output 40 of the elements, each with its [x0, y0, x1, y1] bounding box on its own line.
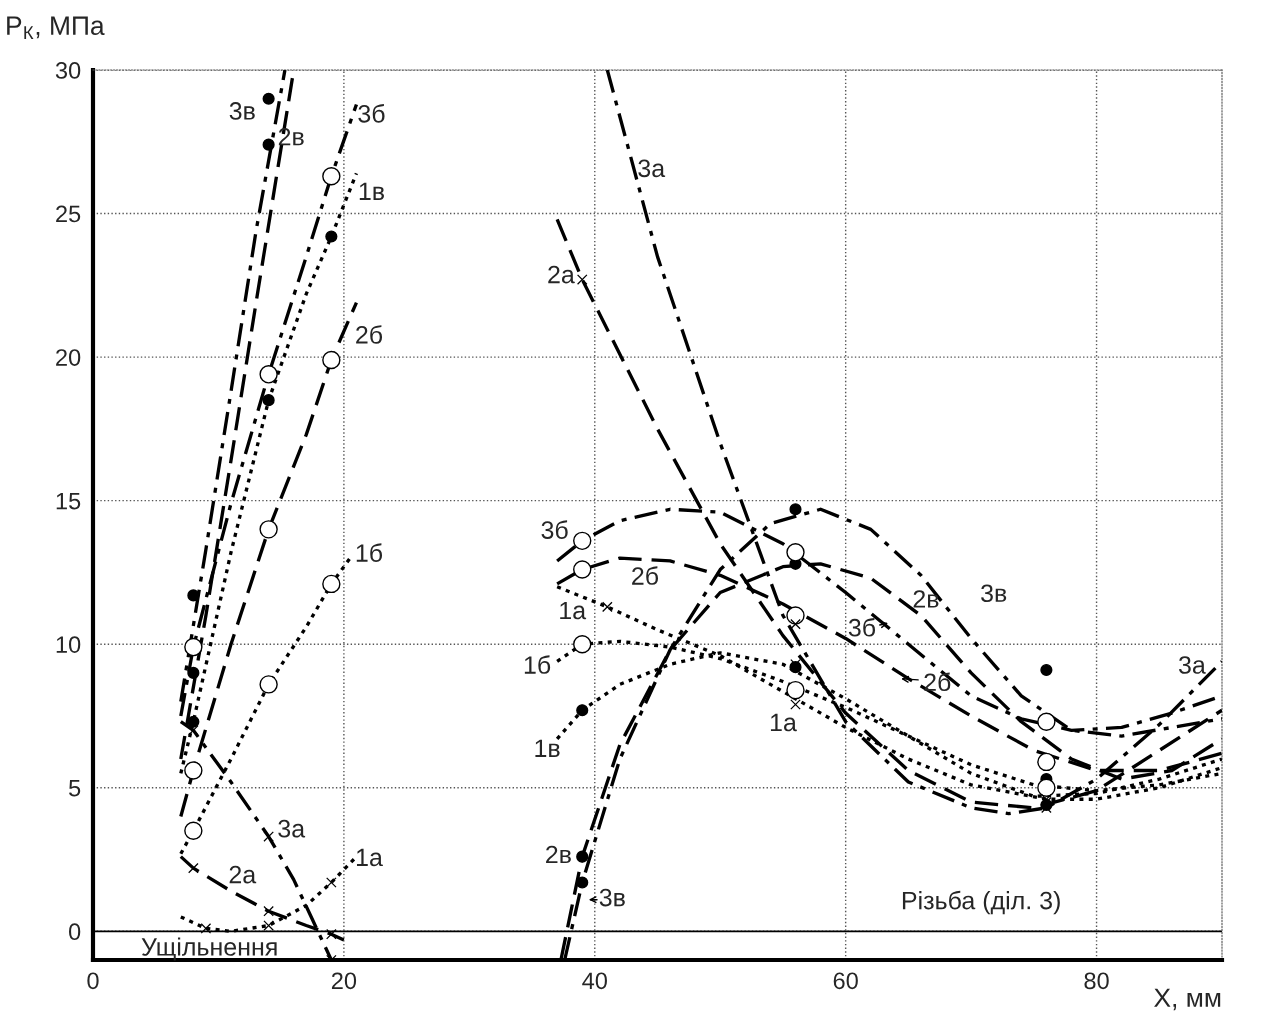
y-tick-label: 30 [55, 62, 81, 79]
x-axis-title: X, мм [1154, 988, 1221, 1011]
x-tick-label: 40 [582, 972, 607, 990]
annotation: 3в [229, 102, 255, 120]
annotation: 3а [1178, 656, 1206, 674]
annotation: 3б [848, 617, 876, 637]
annotation: 3а [278, 819, 306, 838]
annotation: 3в [599, 888, 625, 907]
annotation: 1а [770, 713, 797, 732]
x-tick-label: 20 [331, 972, 357, 990]
annotation: 2в [913, 590, 939, 608]
x-tick-label: 0 [87, 972, 99, 990]
y-axis-title: P$_{К}$, МПа [7, 16, 105, 39]
annotation: 3б [358, 104, 385, 123]
annotation: 1а [560, 601, 587, 620]
y-tick-label: 0 [68, 923, 81, 941]
x-tick-label: 60 [833, 972, 858, 990]
annotation: 1б [524, 655, 551, 674]
annotation: 1б [356, 543, 383, 562]
annotation: 3б [541, 520, 568, 539]
y-tick-label: 15 [56, 492, 81, 510]
annotation: Різьба (діл. 3) [902, 890, 1060, 915]
annotation: 2а [229, 865, 257, 884]
annotation: 2б [356, 325, 383, 344]
annotation: 3в [981, 584, 1007, 603]
annotation: 2а [548, 265, 575, 284]
y-tick-label: 20 [56, 349, 81, 366]
y-tick-label: 10 [56, 636, 81, 653]
annotation: 2в [278, 127, 304, 146]
y-tick-label: 5 [69, 780, 81, 797]
annotation: 1в [359, 182, 384, 200]
annotation: 1а [356, 848, 383, 867]
annotation: 1в [535, 739, 560, 757]
annotation: 2б [924, 672, 951, 692]
annotation: 2в [546, 845, 571, 864]
annotation: 3а [638, 159, 666, 178]
annotation: Ущільнення [141, 937, 277, 961]
y-tick-label: 25 [56, 205, 81, 223]
annotation: 2б [632, 566, 659, 585]
x-tick-label: 80 [1084, 972, 1109, 990]
